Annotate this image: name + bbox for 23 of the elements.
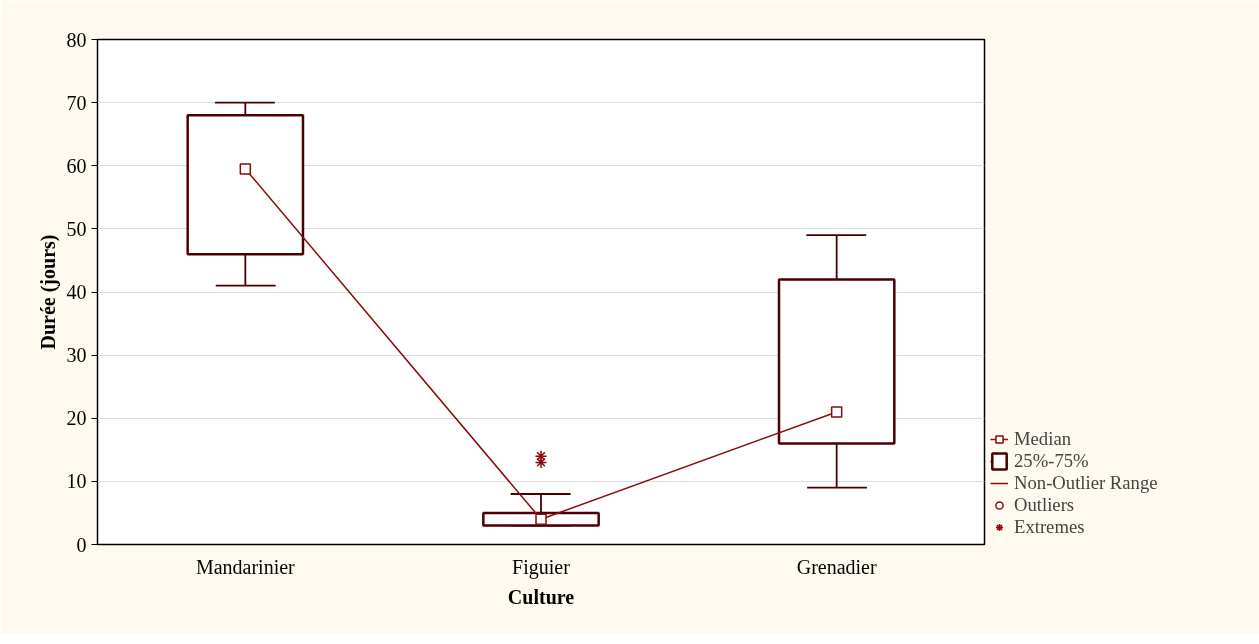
point: [239, 163, 252, 175]
y-tick-label: 20: [66, 407, 87, 430]
point: [830, 406, 843, 418]
legend-label: 25%-75%: [1014, 450, 1089, 472]
y-tick-label: 70: [66, 91, 87, 114]
y-tick-label: 60: [66, 154, 87, 177]
y-tick-label: 30: [66, 344, 87, 367]
legend-label: Non-Outlier Range: [1014, 472, 1158, 494]
x-tick-label: Mandarinier: [195, 555, 296, 578]
legend-label: Outliers: [1014, 494, 1075, 516]
point: [534, 456, 548, 469]
y-tick-label: 10: [66, 470, 87, 493]
y-tick-label: 40: [66, 281, 87, 303]
y-tick-label: 0: [76, 533, 87, 556]
x-tick-label: Figuier: [512, 555, 571, 579]
point: [535, 513, 547, 525]
y-tick-label: 80: [66, 28, 87, 51]
x-axis-title: Culture: [507, 585, 575, 608]
legend-label: Median: [1014, 428, 1071, 450]
x-tick-label: Grenadier: [796, 555, 877, 578]
legend-label: Extremes: [1014, 516, 1085, 538]
y-axis-title: Durée (jours): [36, 234, 60, 350]
y-tick-label: 50: [66, 217, 87, 240]
